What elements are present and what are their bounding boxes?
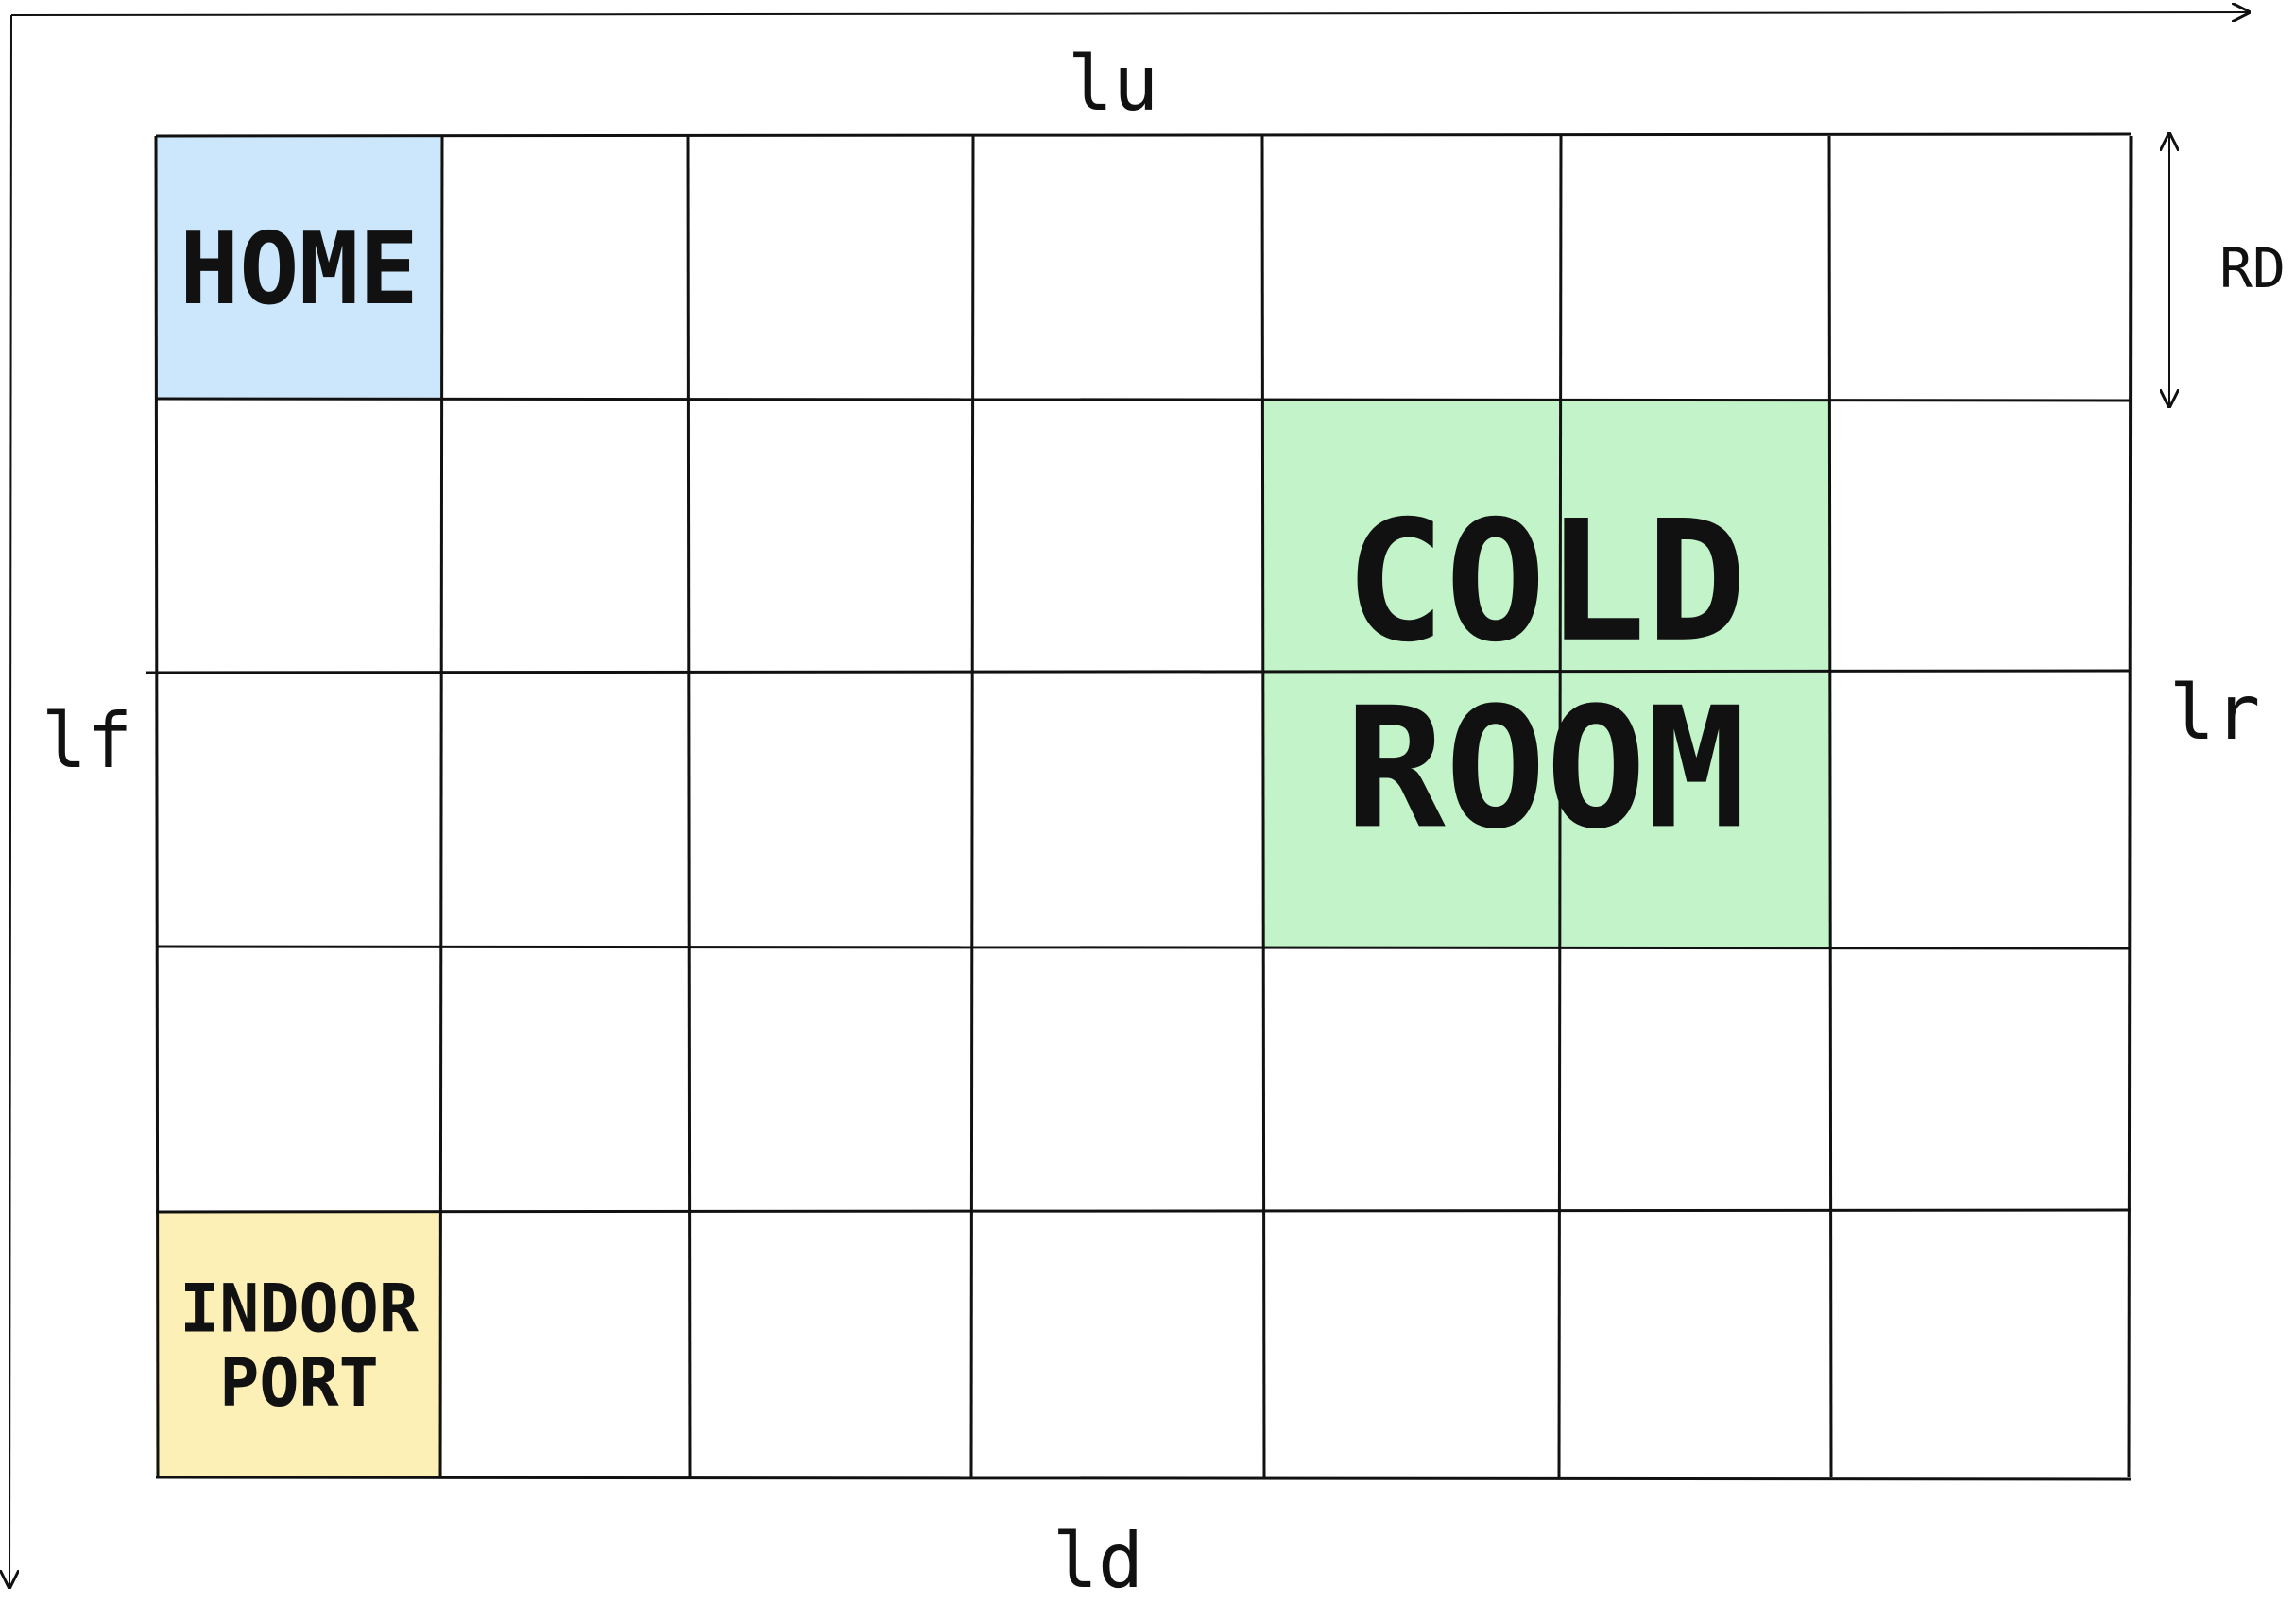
y-axis-arrow [9, 14, 11, 1587]
cell-height-label: RD [2219, 236, 2286, 300]
bottom-label: ld [1053, 1517, 1143, 1605]
right-label: lr [2169, 669, 2260, 757]
left-label: lf [42, 697, 132, 785]
grid-row-line [155, 132, 2132, 138]
grid-column-line [969, 135, 975, 1478]
grid-column-line [1557, 135, 1563, 1478]
grid-row-line [155, 397, 2132, 402]
grid-column-line [686, 135, 692, 1478]
grid-column-line [154, 135, 160, 1478]
grid-row-line [146, 669, 2132, 674]
zone-label-cold-room: ROOM [1345, 671, 1746, 865]
grid-row-line [155, 1208, 2132, 1214]
grid-column-line [2127, 135, 2133, 1478]
grid-column-line [1827, 135, 1833, 1478]
zone-label-indoor-port: INDOOR [180, 1270, 420, 1347]
grid-column-line [438, 135, 444, 1478]
grid-row-line [155, 945, 2132, 950]
grid-row-line [155, 1476, 2132, 1481]
zone-label-cold-room: COLD [1345, 485, 1746, 679]
zone-indoor-port [156, 1212, 442, 1477]
grid-column-line [1260, 135, 1266, 1478]
zone-home [156, 136, 442, 399]
zone-label-indoor-port: PORT [219, 1344, 379, 1422]
zone-label-home: HOME [180, 211, 419, 327]
top-label: lu [1068, 40, 1158, 128]
grid-lines [146, 132, 2133, 1481]
x-axis-arrow [10, 12, 2249, 15]
